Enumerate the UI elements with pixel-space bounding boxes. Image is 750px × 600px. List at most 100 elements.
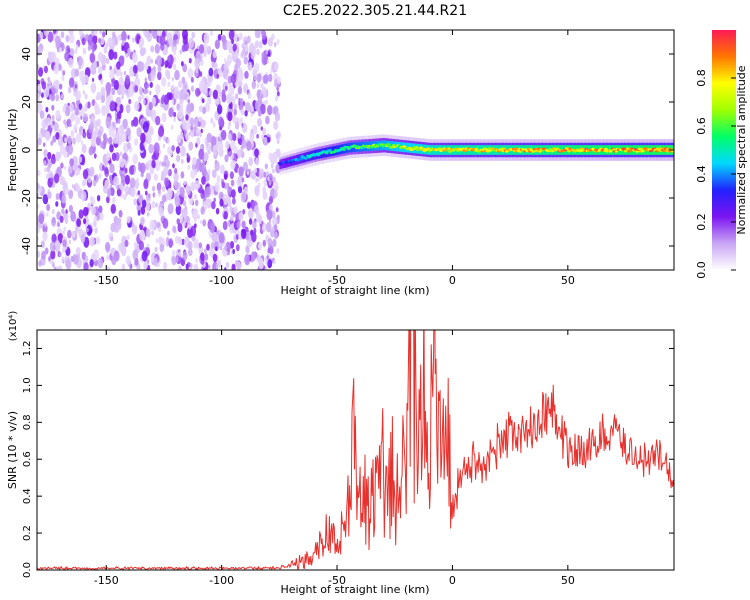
noise-cell bbox=[179, 49, 182, 55]
signal-core bbox=[328, 149, 332, 152]
noise-cell bbox=[210, 136, 217, 147]
noise-cell bbox=[97, 108, 101, 115]
noise-cell bbox=[219, 245, 223, 251]
colorbar-tick-label: 0.0 bbox=[695, 261, 708, 279]
noise-cell bbox=[193, 263, 199, 270]
noise-cell bbox=[155, 115, 161, 126]
noise-cell bbox=[242, 209, 246, 215]
noise-cell bbox=[203, 32, 210, 44]
noise-cell bbox=[69, 122, 72, 127]
noise-cell bbox=[180, 158, 184, 165]
noise-cell bbox=[51, 87, 56, 96]
noise-cell bbox=[91, 206, 97, 216]
noise-cell bbox=[130, 80, 133, 85]
noise-cell bbox=[162, 94, 165, 100]
colorbar-gradient bbox=[712, 30, 736, 270]
noise-cell bbox=[62, 246, 66, 253]
noise-cell bbox=[105, 116, 112, 128]
noise-cell bbox=[176, 38, 180, 45]
noise-cell bbox=[148, 126, 154, 136]
noise-cell bbox=[208, 264, 211, 270]
signal-core bbox=[663, 149, 667, 152]
noise-cell bbox=[118, 210, 123, 218]
noise-cell bbox=[126, 92, 130, 99]
noise-cell bbox=[127, 47, 131, 55]
colorbar: 0.0 0.2 0.4 0.6 0.8 Normalized spectral ampl… bbox=[695, 30, 748, 279]
noise-cell bbox=[258, 40, 263, 49]
noise-cell bbox=[106, 196, 110, 204]
noise-cell bbox=[152, 192, 156, 198]
noise-cell bbox=[117, 34, 122, 42]
noise-cell bbox=[42, 231, 48, 242]
y-tick-label: 0.6 bbox=[22, 451, 33, 467]
noise-cell bbox=[208, 67, 214, 77]
noise-cell bbox=[82, 179, 86, 187]
noise-cell bbox=[37, 250, 41, 258]
noise-cell bbox=[204, 253, 209, 261]
noise-cell bbox=[201, 78, 205, 85]
noise-cell bbox=[254, 148, 259, 158]
noise-cell bbox=[206, 243, 210, 251]
noise-cell bbox=[142, 47, 147, 55]
noise-cell bbox=[140, 216, 145, 226]
noise-cell bbox=[175, 90, 181, 99]
noise-cell bbox=[47, 191, 52, 200]
noise-cell bbox=[257, 109, 262, 117]
noise-cell bbox=[167, 81, 171, 88]
noise-cell bbox=[74, 84, 78, 89]
noise-cell bbox=[156, 55, 162, 67]
noise-cell bbox=[238, 166, 244, 177]
noise-cell bbox=[108, 49, 115, 61]
noise-cell bbox=[97, 257, 104, 269]
noise-cell bbox=[161, 194, 167, 203]
noise-cell bbox=[225, 241, 231, 252]
noise-cell bbox=[232, 249, 235, 254]
noise-cell bbox=[273, 120, 279, 130]
noise-cell bbox=[198, 44, 205, 55]
noise-cell bbox=[70, 211, 76, 222]
noise-cell bbox=[263, 74, 269, 84]
signal-cell bbox=[329, 146, 331, 157]
noise-cell bbox=[149, 219, 155, 231]
noise-cell bbox=[68, 239, 72, 245]
colorbar-label: Normalized spectral amplitude bbox=[735, 65, 748, 234]
noise-cell bbox=[141, 94, 145, 100]
noise-cell bbox=[123, 194, 127, 201]
noise-cell bbox=[231, 263, 236, 270]
signal-core bbox=[627, 150, 631, 153]
noise-cell bbox=[220, 129, 227, 141]
spectrogram-x-axis-label: Height of straight line (km) bbox=[280, 284, 429, 297]
noise-cell bbox=[104, 166, 109, 175]
noise-cell bbox=[110, 187, 115, 196]
noise-cell bbox=[150, 112, 153, 117]
noise-cell bbox=[246, 35, 251, 44]
noise-cell bbox=[74, 182, 79, 192]
noise-cell bbox=[206, 199, 210, 206]
noise-cell bbox=[195, 257, 199, 264]
noise-cell bbox=[229, 206, 233, 213]
noise-cell bbox=[238, 71, 244, 81]
noise-cell bbox=[182, 30, 188, 40]
noise-cell bbox=[46, 212, 49, 217]
noise-cell bbox=[67, 47, 71, 54]
noise-cell bbox=[68, 30, 74, 36]
noise-cell bbox=[182, 220, 186, 227]
signal-core bbox=[623, 149, 628, 153]
noise-cell bbox=[237, 131, 242, 139]
noise-cell bbox=[64, 106, 71, 117]
noise-cell bbox=[211, 169, 217, 179]
noise-cell bbox=[121, 95, 124, 100]
noise-cell bbox=[210, 241, 215, 249]
noise-cell bbox=[244, 44, 249, 52]
noise-cell bbox=[71, 131, 75, 138]
noise-cell bbox=[237, 37, 240, 42]
noise-cell bbox=[257, 95, 263, 105]
noise-cell bbox=[144, 77, 147, 82]
noise-cell bbox=[246, 140, 252, 151]
snr-series-line bbox=[37, 330, 674, 570]
noise-cell bbox=[134, 257, 139, 266]
colorbar-tick-label: 0.2 bbox=[695, 213, 708, 231]
noise-cell bbox=[230, 73, 237, 85]
noise-cell bbox=[82, 131, 87, 139]
